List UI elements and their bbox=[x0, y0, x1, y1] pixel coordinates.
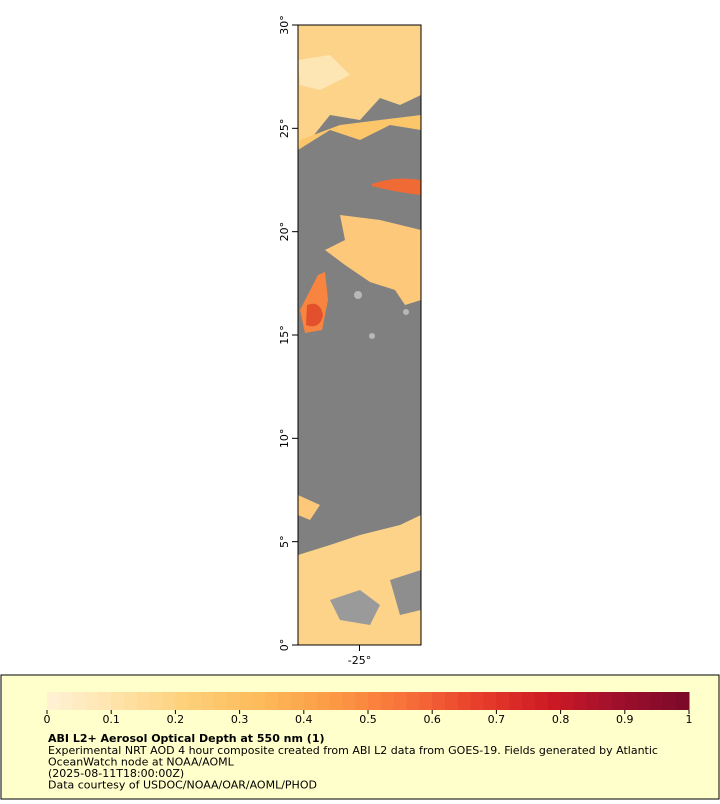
colorbar-label: 0.1 bbox=[102, 713, 120, 726]
colorbar-label: 1 bbox=[686, 713, 693, 726]
colorbar-swatch bbox=[201, 692, 215, 710]
caption-line: Experimental NRT AOD 4 hour composite cr… bbox=[48, 744, 658, 757]
colorbar-swatch bbox=[59, 692, 74, 710]
colorbar-label: 0 bbox=[44, 713, 51, 726]
lat-label: 30° bbox=[278, 15, 291, 35]
caption-line: (2025-08-11T18:00:00Z) bbox=[48, 767, 184, 780]
colorbar-swatch bbox=[637, 692, 651, 710]
colorbar-swatch bbox=[663, 692, 677, 710]
lon-label: -25° bbox=[348, 654, 371, 667]
lat-label: 20° bbox=[278, 222, 291, 242]
colorbar-swatch bbox=[329, 692, 343, 710]
colorbar-label: 0.2 bbox=[167, 713, 185, 726]
colorbar-swatch bbox=[47, 692, 61, 710]
lat-label: 25° bbox=[278, 119, 291, 139]
colorbar-swatch bbox=[586, 692, 600, 710]
caption-line: Data courtesy of USDOC/NOAA/OAR/AOML/PHO… bbox=[48, 779, 317, 792]
colorbar-swatch bbox=[162, 692, 176, 710]
colorbar-swatch bbox=[534, 692, 549, 710]
colorbar-label: 0.8 bbox=[552, 713, 570, 726]
colorbar-label: 0.3 bbox=[231, 713, 249, 726]
colorbar-swatch bbox=[188, 692, 202, 710]
colorbar-swatch bbox=[599, 692, 613, 710]
colorbar-swatch bbox=[175, 692, 189, 710]
colorbar-swatch bbox=[650, 692, 664, 710]
colorbar-swatch bbox=[432, 692, 446, 710]
colorbar-swatch bbox=[406, 692, 420, 710]
colorbar-label: 0.9 bbox=[616, 713, 634, 726]
colorbar-swatch bbox=[316, 692, 330, 710]
colorbar-swatch bbox=[355, 692, 369, 710]
colorbar-swatch bbox=[573, 692, 587, 710]
colorbar-swatch bbox=[85, 692, 99, 710]
colorbar-label: 0.6 bbox=[423, 713, 441, 726]
caption-title: ABI L2+ Aerosol Optical Depth at 550 nm … bbox=[48, 732, 325, 745]
colorbar-swatch bbox=[445, 692, 459, 710]
colorbar-swatch bbox=[522, 692, 536, 710]
colorbar-swatch bbox=[149, 692, 164, 710]
colorbar-swatch bbox=[419, 692, 433, 710]
colorbar-swatch bbox=[239, 692, 253, 710]
colorbar-swatch bbox=[470, 692, 485, 710]
colorbar-swatch bbox=[226, 692, 241, 710]
colorbar-swatch bbox=[509, 692, 523, 710]
colorbar-swatch bbox=[252, 692, 266, 710]
colorbar-swatch bbox=[136, 692, 151, 710]
colorbar-swatch bbox=[380, 692, 395, 710]
colorbar-swatch bbox=[624, 692, 639, 710]
colorbar-swatch bbox=[290, 692, 305, 710]
colorbar-swatch bbox=[98, 692, 112, 710]
colorbar-swatch bbox=[676, 692, 690, 710]
lat-label: 10° bbox=[278, 429, 291, 449]
colorbar-swatch bbox=[278, 692, 292, 710]
map-image bbox=[298, 25, 421, 645]
colorbar-label: 0.5 bbox=[359, 713, 377, 726]
colorbar-swatch bbox=[547, 692, 562, 710]
colorbar-label: 0.4 bbox=[295, 713, 313, 726]
colorbar-swatch bbox=[265, 692, 279, 710]
colorbar-swatch bbox=[393, 692, 408, 710]
lat-label: 5° bbox=[278, 535, 291, 548]
colorbar-swatch bbox=[303, 692, 318, 710]
colorbar-swatch bbox=[496, 692, 510, 710]
caption-line: OceanWatch node at NOAA/AOML bbox=[48, 756, 235, 769]
colorbar-swatch bbox=[368, 692, 382, 710]
lat-label: 15° bbox=[278, 325, 291, 345]
colorbar-swatch bbox=[111, 692, 125, 710]
colorbar-swatch bbox=[342, 692, 356, 710]
colorbar-swatch bbox=[560, 692, 574, 710]
lat-label: 0° bbox=[278, 639, 291, 652]
colorbar-swatch bbox=[611, 692, 626, 710]
colorbar-swatch bbox=[483, 692, 497, 710]
colorbar-swatch bbox=[213, 692, 228, 710]
colorbar-swatch bbox=[457, 692, 472, 710]
colorbar-label: 0.7 bbox=[488, 713, 506, 726]
colorbar-swatch bbox=[72, 692, 87, 710]
colorbar-swatch bbox=[124, 692, 138, 710]
